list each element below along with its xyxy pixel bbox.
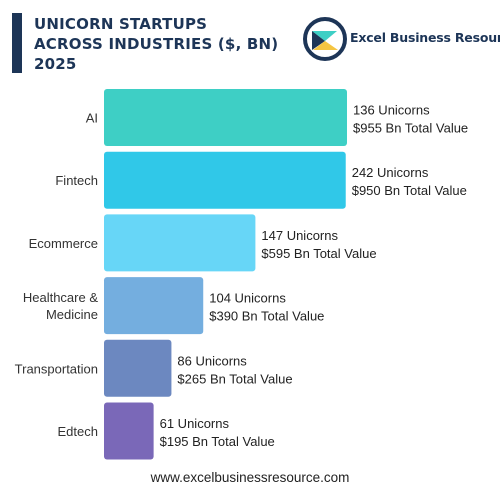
- data-label-3-0: 104 Unicorns: [209, 291, 286, 306]
- unicorn-bar-chart: AI 136 Unicorns $955 Bn Total Value Fintech…: [15, 89, 468, 460]
- data-label-4-0: 86 Unicorns: [177, 353, 247, 368]
- bar-2: [104, 214, 256, 272]
- data-label-2-0: 147 Unicorns: [261, 228, 338, 243]
- data-label-0-1: $955 Bn Total Value: [353, 121, 468, 136]
- data-label-1-1: $950 Bn Total Value: [352, 183, 467, 198]
- category-label-2: Ecommerce: [29, 236, 98, 251]
- brand-name: Excel Business Resource: [350, 30, 500, 45]
- bar-4: [104, 339, 172, 397]
- page-title: UNICORN STARTUPS ACROSS INDUSTRIES ($, B…: [34, 14, 294, 74]
- bar-3: [104, 277, 204, 335]
- category-label-3-1: Medicine: [46, 307, 98, 322]
- brand-logo-icon: [303, 17, 347, 61]
- category-label-1: Fintech: [55, 173, 98, 188]
- brand-logo: Excel Business Resource: [303, 17, 500, 63]
- data-label-5-1: $195 Bn Total Value: [160, 434, 275, 449]
- data-label-2-1: $595 Bn Total Value: [261, 246, 376, 261]
- data-label-0-0: 136 Unicorns: [353, 103, 430, 118]
- data-label-1-0: 242 Unicorns: [352, 165, 429, 180]
- data-label-3-1: $390 Bn Total Value: [209, 309, 324, 324]
- title-line-3: 2025: [34, 55, 77, 73]
- category-label-0: AI: [86, 111, 98, 126]
- category-label-3-0: Healthcare &: [23, 290, 98, 305]
- data-label-5-0: 61 Unicorns: [160, 416, 230, 431]
- data-label-4-1: $265 Bn Total Value: [177, 371, 292, 386]
- bar-0: [104, 89, 347, 146]
- title-line-1: UNICORN STARTUPS: [34, 15, 208, 33]
- title-line-2: ACROSS INDUSTRIES ($, BN): [34, 35, 279, 53]
- category-label-5: Edtech: [58, 424, 98, 439]
- title-accent-bar: [12, 13, 22, 73]
- category-label-4: Transportation: [15, 361, 98, 376]
- footer-url: www.excelbusinessresource.com: [150, 470, 350, 485]
- bar-5: [104, 402, 154, 460]
- bar-1: [104, 151, 346, 209]
